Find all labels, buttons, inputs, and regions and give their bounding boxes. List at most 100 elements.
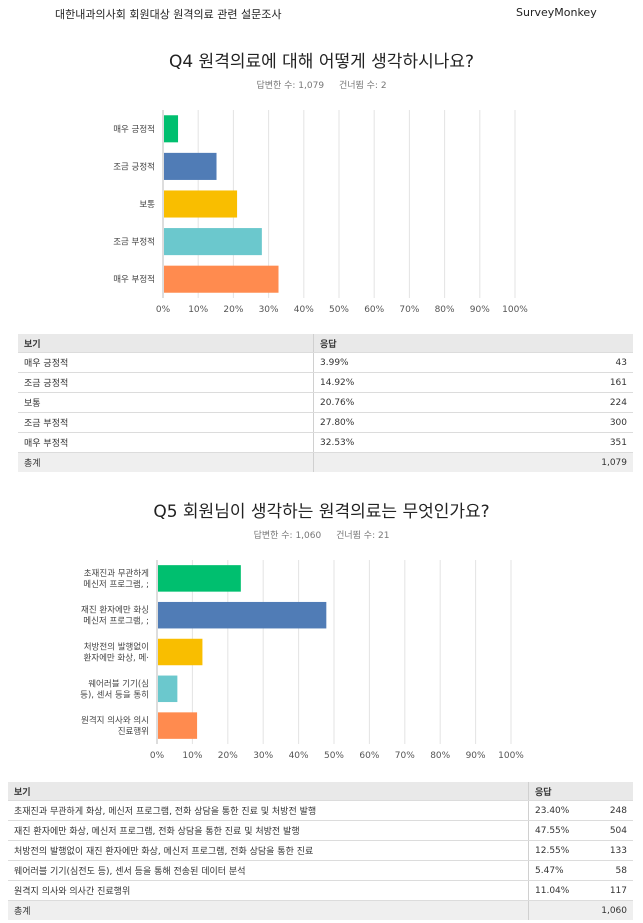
row-percent: 32.53% xyxy=(313,432,511,453)
x-tick-label: 0% xyxy=(150,751,165,761)
row-count: 248 xyxy=(592,800,633,821)
x-tick-label: 90% xyxy=(470,305,490,315)
row-percent: 47.55% xyxy=(527,820,593,841)
row-choice-label: 조금 부정적 xyxy=(18,412,314,433)
row-choice-label: 재진 환자에만 화상, 메신저 프로그램, 전화 상담을 통한 진료 및 처방전… xyxy=(8,820,529,841)
category-label: 조금 부정적 xyxy=(113,237,155,248)
category-label: 환자에만 화상, 메· xyxy=(83,653,149,664)
x-tick-label: 40% xyxy=(289,751,309,761)
x-tick-label: 90% xyxy=(466,751,486,761)
category-label: 처방전의 발행없이 xyxy=(84,642,149,653)
category-label: 메신저 프로그램, ; xyxy=(83,579,149,590)
bar xyxy=(164,152,217,180)
q5-table-header: 보기 응답 xyxy=(8,782,633,801)
row-count: 43 xyxy=(510,352,633,373)
x-tick-label: 10% xyxy=(182,751,202,761)
row-percent: 20.76% xyxy=(313,392,511,413)
category-label: 웨어러블 기기(심 xyxy=(88,678,149,689)
row-count: 133 xyxy=(592,840,633,861)
table-row: 조금 부정적 27.80% 300 xyxy=(18,412,633,433)
x-tick-label: 0% xyxy=(156,305,171,315)
x-tick-label: 50% xyxy=(329,305,349,315)
x-tick-label: 80% xyxy=(430,751,450,761)
q5-meta: 답변한 수: 1,060 건너뜀 수: 21 xyxy=(0,528,643,541)
table-row: 조금 긍정적 14.92% 161 xyxy=(18,372,633,393)
category-label: 조금 긍정적 xyxy=(113,161,155,172)
row-percent: 23.40% xyxy=(527,800,593,821)
q5-answered: 답변한 수: 1,060 xyxy=(253,531,322,541)
q5-title: Q5 회원님이 생각하는 원격의료는 무엇인가요? xyxy=(153,502,490,522)
x-tick-label: 100% xyxy=(502,305,528,315)
table-row: 초재진과 무관하게 화상, 메신저 프로그램, 전화 상담을 통한 진료 및 처… xyxy=(8,800,633,821)
row-percent: 3.99% xyxy=(313,352,511,373)
bar xyxy=(158,638,203,666)
category-label: 초재진과 무관하게 xyxy=(84,568,149,579)
category-label: 매우 부정적 xyxy=(113,274,155,285)
category-label: 원격지 의사와 의시 xyxy=(81,715,149,726)
row-choice-label: 초재진과 무관하게 화상, 메신저 프로그램, 전화 상담을 통한 진료 및 처… xyxy=(8,800,529,821)
q5-response-table: 보기 응답 초재진과 무관하게 화상, 메신저 프로그램, 전화 상담을 통한 … xyxy=(8,782,633,920)
total-label: 총계 xyxy=(8,900,529,920)
q5-header-response: 응답 xyxy=(528,782,633,801)
row-choice-label: 웨어러블 기기(심전도 등), 센서 등을 통해 전송된 데이터 분석 xyxy=(8,860,529,881)
x-tick-label: 20% xyxy=(223,305,243,315)
category-label: 진료행위 xyxy=(118,726,149,737)
x-tick-label: 20% xyxy=(218,751,238,761)
x-tick-label: 80% xyxy=(435,305,455,315)
x-tick-label: 70% xyxy=(399,305,419,315)
x-tick-label: 100% xyxy=(498,751,524,761)
q5-skipped: 건너뜀 수: 21 xyxy=(336,531,390,541)
table-row: 원격지 의사와 의사간 진료행위 11.04% 117 xyxy=(8,880,633,901)
bar xyxy=(164,228,262,256)
x-tick-label: 60% xyxy=(364,305,384,315)
x-tick-label: 30% xyxy=(253,751,273,761)
q4-meta: 답변한 수: 1,079 건너뜀 수: 2 xyxy=(0,78,643,91)
table-row: 웨어러블 기기(심전도 등), 센서 등을 통해 전송된 데이터 분석 5.47%… xyxy=(8,860,633,881)
bar xyxy=(158,565,241,592)
q4-answered: 답변한 수: 1,079 xyxy=(256,81,325,91)
q5-bar-chart: 0% 10% 20% 30% 40% 50% 60% 70% 80% 90% 100% 초재진과 무관… xyxy=(80,560,524,761)
row-percent: 12.55% xyxy=(527,840,593,861)
row-choice-label: 원격지 의사와 의사간 진료행위 xyxy=(8,880,529,901)
row-percent: 14.92% xyxy=(313,372,511,393)
total-row: 총계 1,079 xyxy=(18,452,633,472)
row-count: 504 xyxy=(592,820,633,841)
total-count: 1,060 xyxy=(528,900,633,920)
category-label: 재진 환자에만 화싱 xyxy=(81,605,149,616)
q4-table-header: 보기 응답 xyxy=(18,334,633,353)
row-count: 224 xyxy=(510,392,633,413)
bar xyxy=(158,601,327,629)
bar xyxy=(158,712,198,739)
bar xyxy=(164,115,179,143)
row-count: 117 xyxy=(592,880,633,901)
table-row: 매우 긍정적 3.99% 43 xyxy=(18,352,633,373)
x-tick-label: 70% xyxy=(395,751,415,761)
table-row: 보통 20.76% 224 xyxy=(18,392,633,413)
table-row: 처방전의 발행없이 재진 환자에만 화상, 메신저 프로그램, 전화 상담을 통… xyxy=(8,840,633,861)
q4-skipped: 건너뜀 수: 2 xyxy=(338,81,387,91)
row-choice-label: 매우 부정적 xyxy=(18,432,314,453)
row-percent: 5.47% xyxy=(527,860,593,881)
table-row: 매우 부정적 32.53% 351 xyxy=(18,432,633,453)
q4-header-choice: 보기 xyxy=(18,334,314,353)
survey-title: 대한내과의사회 회원대상 원격의료 관련 설문조사 xyxy=(55,8,282,21)
x-tick-label: 40% xyxy=(294,305,314,315)
row-percent: 11.04% xyxy=(527,880,593,901)
category-label: 등), 센서 등을 통히 xyxy=(80,689,149,700)
x-tick-label: 10% xyxy=(188,305,208,315)
total-label: 총계 xyxy=(18,452,314,472)
row-choice-label: 처방전의 발행없이 재진 환자에만 화상, 메신저 프로그램, 전화 상담을 통… xyxy=(8,840,529,861)
q4-header-response: 응답 xyxy=(313,334,633,353)
q4-response-table: 보기 응답 매우 긍정적 3.99% 43 조금 긍정적 14.92% 161 보통 20.7… xyxy=(18,334,633,472)
bar xyxy=(164,190,238,218)
q4-title: Q4 원격의료에 대해 어떻게 생각하시나요? xyxy=(168,52,475,72)
row-count: 161 xyxy=(510,372,633,393)
x-tick-label: 30% xyxy=(259,305,279,315)
row-choice-label: 보통 xyxy=(18,392,314,413)
category-label: 보통 xyxy=(139,200,155,210)
category-label: 매우 긍정적 xyxy=(113,124,155,135)
x-tick-label: 50% xyxy=(324,751,344,761)
bar xyxy=(164,265,279,293)
row-count: 351 xyxy=(510,432,633,453)
q4-bar-chart: 0% 10% 20% 30% 40% 50% 60% 70% 80% 90% 100% 매우 긍정적조… xyxy=(113,110,528,315)
